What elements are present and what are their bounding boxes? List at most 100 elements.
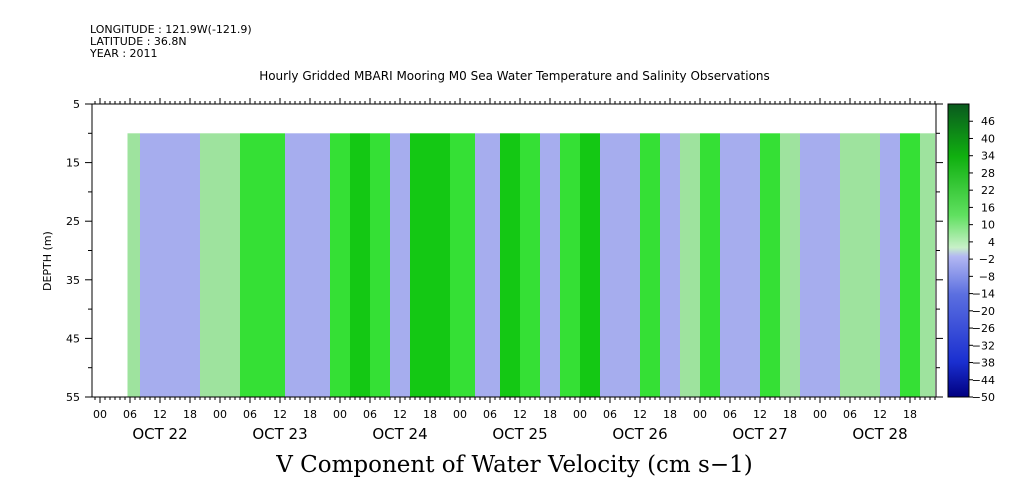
heatmap-column xyxy=(330,133,350,398)
heatmap-column xyxy=(600,133,620,398)
heatmap-column xyxy=(180,133,200,398)
heatmap-column xyxy=(720,133,740,398)
x-tick-label: 12 xyxy=(273,408,287,421)
x-tick-label: 12 xyxy=(633,408,647,421)
x-date-label: OCT 28 xyxy=(852,425,907,443)
x-tick-label: 00 xyxy=(333,408,347,421)
colorbar-label: 34 xyxy=(981,150,995,163)
longitude-label: LONGITUDE : 121.9W(-121.9) xyxy=(90,23,252,36)
heatmap-column xyxy=(760,133,780,398)
x-date-label: OCT 24 xyxy=(372,425,427,443)
x-tick-label: 06 xyxy=(603,408,617,421)
heatmap-column xyxy=(620,133,640,398)
heatmap-column xyxy=(560,133,580,398)
latitude-label: LATITUDE : 36.8N xyxy=(90,35,187,48)
x-date-labels: OCT 22 OCT 23 OCT 24 OCT 25 OCT 26 OCT 27 OCT … xyxy=(132,425,907,443)
y-tick-label: 25 xyxy=(66,215,80,228)
heatmap-column xyxy=(740,133,760,398)
x-tick-label: 18 xyxy=(783,408,797,421)
colorbar-label: −50 xyxy=(972,391,995,404)
heatmap-column xyxy=(285,133,310,398)
y-tick-label: 35 xyxy=(66,274,80,287)
heatmap-column xyxy=(260,133,285,398)
heatmap-column xyxy=(220,133,240,398)
colorbar-label: −26 xyxy=(972,322,995,335)
heatmap-column xyxy=(800,133,820,398)
heatmap-column xyxy=(680,133,700,398)
x-tick-label: 06 xyxy=(483,408,497,421)
x-tick-label: 18 xyxy=(543,408,557,421)
colorbar-label: 16 xyxy=(981,201,995,214)
heatmap-column xyxy=(860,133,880,398)
heatmap-column xyxy=(780,133,800,398)
x-tick-label: 06 xyxy=(363,408,377,421)
colorbar-label: −2 xyxy=(979,253,995,266)
heatmap-field xyxy=(127,133,935,398)
heatmap-column xyxy=(700,133,720,398)
x-date-label: OCT 23 xyxy=(252,425,307,443)
x-tick-label: 12 xyxy=(513,408,527,421)
heatmap-column xyxy=(370,133,390,398)
heatmap-column xyxy=(240,133,260,398)
x-tick-label: 00 xyxy=(693,408,707,421)
x-date-label: OCT 27 xyxy=(732,425,787,443)
heatmap-column xyxy=(390,133,410,398)
year-label: YEAR : 2011 xyxy=(90,47,158,60)
colorbar-label: 28 xyxy=(981,167,995,180)
heatmap-column xyxy=(900,133,920,398)
x-tick-label: 00 xyxy=(453,408,467,421)
colorbar-label: −14 xyxy=(972,288,995,301)
y-tick-label: 55 xyxy=(66,391,80,404)
heatmap-column xyxy=(160,133,180,398)
heatmap-column xyxy=(920,133,935,398)
heatmap-column xyxy=(475,133,500,398)
colorbar-label: 10 xyxy=(981,219,995,232)
heatmap-column xyxy=(310,133,330,398)
x-tick-label: 18 xyxy=(903,408,917,421)
x-tick-label: 12 xyxy=(393,408,407,421)
axis-ticks xyxy=(85,98,943,403)
colorbar-label: 4 xyxy=(988,236,995,249)
y-tick-labels: 5 15 25 35 45 55 xyxy=(66,98,80,404)
heatmap-column xyxy=(540,133,560,398)
x-tick-label: 00 xyxy=(93,408,107,421)
y-tick-label: 5 xyxy=(73,98,80,111)
heatmap-column xyxy=(520,133,540,398)
colorbar xyxy=(947,103,970,398)
x-tick-label: 00 xyxy=(213,408,227,421)
x-tick-label: 12 xyxy=(873,408,887,421)
x-tick-label: 12 xyxy=(753,408,767,421)
heatmap-column xyxy=(430,133,450,398)
colorbar-label: −8 xyxy=(979,270,995,283)
x-tick-label: 18 xyxy=(183,408,197,421)
x-tick-label: 06 xyxy=(843,408,857,421)
x-tick-label: 06 xyxy=(723,408,737,421)
heatmap-column xyxy=(580,133,600,398)
x-date-label: OCT 22 xyxy=(132,425,187,443)
x-tick-label: 18 xyxy=(663,408,677,421)
colorbar-label: 46 xyxy=(981,115,995,128)
heatmap-column xyxy=(840,133,860,398)
y-axis-label: DEPTH (m) xyxy=(41,231,54,291)
colorbar-label: −32 xyxy=(972,339,995,352)
y-tick-label: 45 xyxy=(66,332,80,345)
colorbar-label: 22 xyxy=(981,184,995,197)
colorbar-label: −44 xyxy=(972,374,995,387)
x-tick-label: 00 xyxy=(813,408,827,421)
heatmap-column xyxy=(880,133,900,398)
heatmap-column xyxy=(500,133,520,398)
x-tick-label: 18 xyxy=(303,408,317,421)
x-axis-title: V Component of Water Velocity (cm s−1) xyxy=(276,452,753,478)
colorbar-labels: 46 40 34 28 22 16 10 4 −2 −8 −14 −20 −26 −32 −38 −44 −50 xyxy=(969,115,995,404)
heatmap-column xyxy=(127,133,140,398)
heatmap-column xyxy=(640,133,660,398)
colorbar-label: −38 xyxy=(972,357,995,370)
colorbar-label: −20 xyxy=(972,305,995,318)
x-date-label: OCT 26 xyxy=(612,425,667,443)
x-tick-labels: 00 06 12 18 00 06 12 18 00 06 12 18 00 06 12 18 00 06 12 18… xyxy=(93,408,917,421)
x-tick-label: 18 xyxy=(423,408,437,421)
heatmap-column xyxy=(200,133,220,398)
heatmap-column xyxy=(140,133,160,398)
x-tick-label: 12 xyxy=(153,408,167,421)
heatmap-column xyxy=(820,133,840,398)
